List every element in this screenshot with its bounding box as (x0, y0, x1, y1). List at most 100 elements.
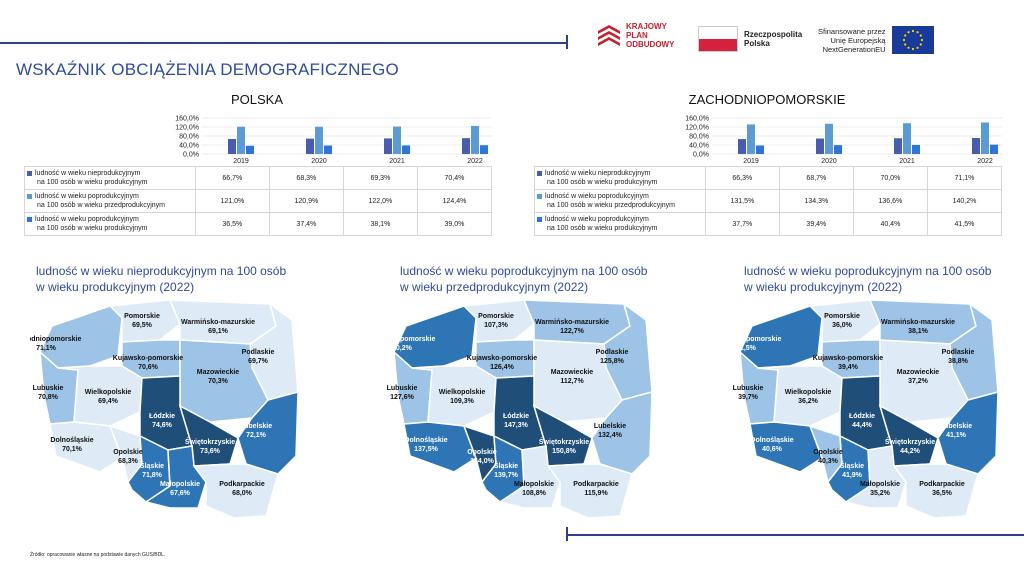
series-label: ludność w wieku nieprodukcyjnym na 100 os… (24, 166, 196, 190)
series-label-line2: na 100 osób w wieku produkcyjnym (37, 179, 148, 186)
region-value-warminsko-mazurskie: 69,1% (208, 328, 229, 335)
region-value-lodzkie: 147,3% (504, 422, 529, 429)
bar-chart-zachodniopomorskie: 160,0% 120,0% 80,0% 40,0% 0,0% 2019 2020 2021 20… (685, 116, 1002, 164)
data-table-polska: ludność w wieku nieprodukcyjnym na 100 os… (24, 166, 493, 236)
region-label-warminsko-mazurskie: Warmińsko-mazurskie (881, 319, 955, 326)
table-cell: 40,4% (853, 212, 928, 236)
rp-logo: Rzeczpospolita Polska (698, 26, 802, 52)
region-label-opolskie: Opolskie (467, 449, 497, 456)
region-value-dolnoslaskie: 137,5% (414, 446, 439, 453)
region-lubelskie (937, 391, 999, 475)
region-label-warminsko-mazurskie: Warmińsko-mazurskie (535, 319, 609, 326)
map-title-2-line2: w wieku przedprodukcyjnym (2022) (400, 280, 589, 294)
data-table-zachodniopomorskie: ludność w wieku nieprodukcyjnym na 100 os… (534, 166, 1003, 236)
region-value-slaskie: 71,8% (142, 472, 163, 479)
eu-star-icon (906, 31, 910, 34)
x-tick-label: 2021 (899, 158, 915, 164)
region-value-lubuskie: 127,6% (390, 394, 415, 401)
y-tick-label: 160,0% (685, 116, 709, 123)
bar (981, 122, 989, 154)
kpo-logo: KRAJOWY PLAN ODBUDOWY (596, 22, 674, 49)
region-label-opolskie: Opolskie (113, 449, 143, 456)
x-tick-label: 2019 (743, 158, 759, 164)
map-title-3: ludność w wieku poprodukcyjnym na 100 os… (744, 263, 991, 295)
region-value-malopolskie: 35,2% (870, 490, 891, 497)
region-value-podlaskie: 38,8% (948, 358, 969, 365)
top-divider (0, 42, 568, 44)
region-label-lodzkie: Łódzkie (503, 413, 529, 420)
region-value-pomorskie: 69,5% (132, 322, 153, 329)
region-value-podlaskie: 125,8% (600, 358, 625, 365)
region-value-kujawsko-pomorskie: 39,4% (838, 364, 859, 371)
region-value-opolskie: 68,3% (118, 458, 139, 465)
region-value-malopolskie: 108,8% (522, 490, 547, 497)
region-value-malopolskie: 67,6% (170, 490, 191, 497)
map-title-1-line1: ludność w wieku nieprodukcyjnym na 100 o… (36, 264, 287, 278)
region-value-podlaskie: 69,7% (248, 358, 269, 365)
region-malopolskie (844, 445, 907, 509)
region-label-kujawsko-pomorskie: Kujawsko-pomorskie (813, 355, 884, 362)
y-tick-label: 40,0% (179, 143, 199, 150)
eu-star-icon (903, 34, 906, 37)
map-title-2: ludność w wieku poprodukcyjnym na 100 os… (400, 263, 647, 295)
source-note: Źródło: opracowanie własne na podstawie … (30, 552, 166, 558)
region-value-swietokrzyskie: 150,8% (552, 448, 577, 455)
table-row: ludność w wieku nieprodukcyjnym na 100 os… (24, 166, 493, 190)
kpo-text-3: ODBUDOWY (626, 40, 675, 49)
region-value-wielkopolskie: 109,3% (450, 398, 475, 405)
region-value-zachodniopomorskie: 140,2% (388, 345, 413, 352)
series-label-line1: ludność w wieku poprodukcyjnym (35, 193, 139, 200)
table-cell: 124,4% (417, 189, 493, 213)
table-cell: 140,2% (927, 189, 1003, 213)
region-label-swietokrzyskie: Świętokrzyskie (185, 437, 235, 446)
table-cell: 120,9% (269, 189, 344, 213)
region-label-lubuskie: Lubuskie (387, 385, 418, 392)
region-value-podkarpackie: 68,0% (232, 490, 253, 497)
region-label-lodzkie: Łódzkie (149, 413, 175, 420)
region-label-slaskie: Śląskie (494, 461, 518, 470)
region-value-dolnoslaskie: 40,6% (762, 446, 783, 453)
rp-text-1: Rzeczpospolita (744, 30, 803, 39)
y-tick-label: 80,0% (179, 134, 199, 141)
region-value-podkarpackie: 36,5% (932, 490, 953, 497)
bar (315, 126, 323, 154)
series-label-line2: na 100 osób w wieku produkcyjnym (547, 179, 658, 186)
region-label-opolskie: Opolskie (813, 449, 843, 456)
table-cell: 70,4% (417, 166, 493, 190)
region-label-slaskie: Śląskie (140, 461, 164, 470)
table-cell: 68,7% (779, 166, 854, 190)
region-label-pomorskie: Pomorskie (478, 313, 514, 320)
series-label-line1: ludność w wieku poprodukcyjnym (545, 216, 649, 223)
bar (384, 138, 392, 154)
table-cell: 66,3% (705, 166, 780, 190)
bar (306, 138, 314, 154)
region-label-podkarpackie: Podkarpackie (919, 481, 965, 488)
x-tick-label: 2019 (233, 158, 249, 164)
bar (756, 145, 764, 154)
region-label-zachodniopomorskie: Zachodniopomorskie (730, 336, 781, 343)
region-label-lubelskie: Lubelskie (594, 423, 626, 430)
table-cell: 69,3% (343, 166, 418, 190)
bottom-divider-tick (566, 527, 568, 541)
table-cell: 134,3% (779, 189, 854, 213)
eu-star-icon (906, 46, 910, 49)
region-label-podkarpackie: Podkarpackie (219, 481, 265, 488)
table-cell: 122,0% (343, 189, 418, 213)
region-label-malopolskie: Małopolskie (514, 481, 554, 488)
map-title-2-line1: ludność w wieku poprodukcyjnym na 100 os… (400, 264, 648, 278)
choropleth-map-1: Pomorskie 69,5% Warmińsko-mazurskie 69,1% Za… (30, 299, 299, 519)
bar (834, 145, 842, 154)
region-label-podkarpackie: Podkarpackie (573, 481, 619, 488)
y-tick-label: 120,0% (175, 125, 199, 132)
region-value-zachodniopomorskie: 71,1% (36, 345, 57, 352)
table-cell: 66,7% (195, 166, 270, 190)
table-cell: 37,7% (705, 212, 780, 236)
region-label-warminsko-mazurskie: Warmińsko-mazurskie (181, 319, 255, 326)
map-title-1-line2: w wieku produkcyjnym (2022) (36, 280, 195, 294)
table-cell: 68,3% (269, 166, 344, 190)
y-tick-label: 0,0% (693, 152, 709, 159)
legend-swatch (27, 193, 32, 199)
series-label-line1: ludność w wieku poprodukcyjnym (35, 216, 139, 223)
bar (972, 138, 980, 154)
